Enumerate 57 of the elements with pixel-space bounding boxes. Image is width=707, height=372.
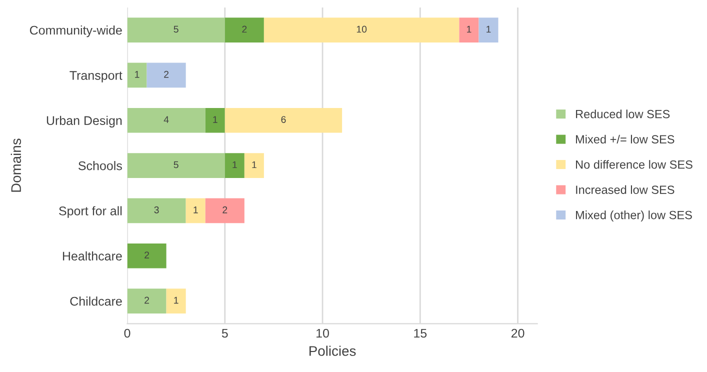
data-label: 6 xyxy=(281,116,286,123)
data-label: 2 xyxy=(164,70,169,78)
x-tick-label: 5 xyxy=(222,328,228,338)
bar xyxy=(244,153,264,178)
bar xyxy=(478,18,498,42)
data-label: 1 xyxy=(467,26,472,33)
bar xyxy=(127,243,166,268)
data-label: 1 xyxy=(174,296,178,304)
bar xyxy=(166,288,186,314)
bar xyxy=(186,198,206,224)
data-label: 10 xyxy=(356,26,367,33)
bar xyxy=(127,153,225,178)
legend-label: No difference low SES xyxy=(576,160,692,169)
data-label: 3 xyxy=(154,206,159,214)
data-label: 2 xyxy=(144,296,149,304)
bar xyxy=(205,198,244,224)
x-tick-label: 20 xyxy=(511,328,524,338)
y-tick-label: Healthcare xyxy=(62,251,122,261)
x-tick-label: 15 xyxy=(414,328,427,338)
bar xyxy=(224,153,244,178)
y-tick-label: Sport for all xyxy=(59,206,122,218)
data-label: 1 xyxy=(135,71,140,78)
bar xyxy=(127,108,206,133)
data-label: 5 xyxy=(174,161,178,168)
legend-label: Mixed (other) low SES xyxy=(576,210,692,222)
bar xyxy=(205,108,225,133)
data-label: 1 xyxy=(252,161,256,168)
x-axis-title: Policies xyxy=(310,346,356,356)
x-tick-label: 10 xyxy=(316,328,329,338)
legend-label: Mixed +/= low SES xyxy=(576,134,674,144)
data-label: 2 xyxy=(144,252,149,258)
bar xyxy=(127,18,225,42)
bar xyxy=(224,108,342,133)
data-label: 1 xyxy=(213,116,218,123)
bar xyxy=(127,198,186,224)
legend-label: Increased low SES xyxy=(576,185,674,194)
data-label: 1 xyxy=(232,161,237,168)
x-tick-label: 0 xyxy=(124,328,130,338)
y-tick-label: Transport xyxy=(70,71,122,82)
data-label: 1 xyxy=(486,26,491,33)
y-tick-label: Schools xyxy=(78,161,122,170)
legend-label: Reduced low SES xyxy=(576,110,670,118)
bar xyxy=(127,288,166,314)
y-tick-label: Urban Design xyxy=(46,116,122,128)
bar xyxy=(459,18,479,42)
y-axis-title: Domains xyxy=(10,138,22,192)
y-tick-label: Community-wide xyxy=(30,25,122,38)
data-label: 2 xyxy=(242,26,247,33)
bar xyxy=(264,18,460,42)
data-label: 4 xyxy=(164,116,169,123)
data-label: 2 xyxy=(222,206,228,214)
bar xyxy=(224,18,264,42)
bar xyxy=(146,62,186,88)
data-label: 1 xyxy=(194,206,198,214)
y-tick-label: Childcare xyxy=(70,296,122,306)
data-label: 5 xyxy=(174,26,178,33)
bar xyxy=(127,62,147,88)
